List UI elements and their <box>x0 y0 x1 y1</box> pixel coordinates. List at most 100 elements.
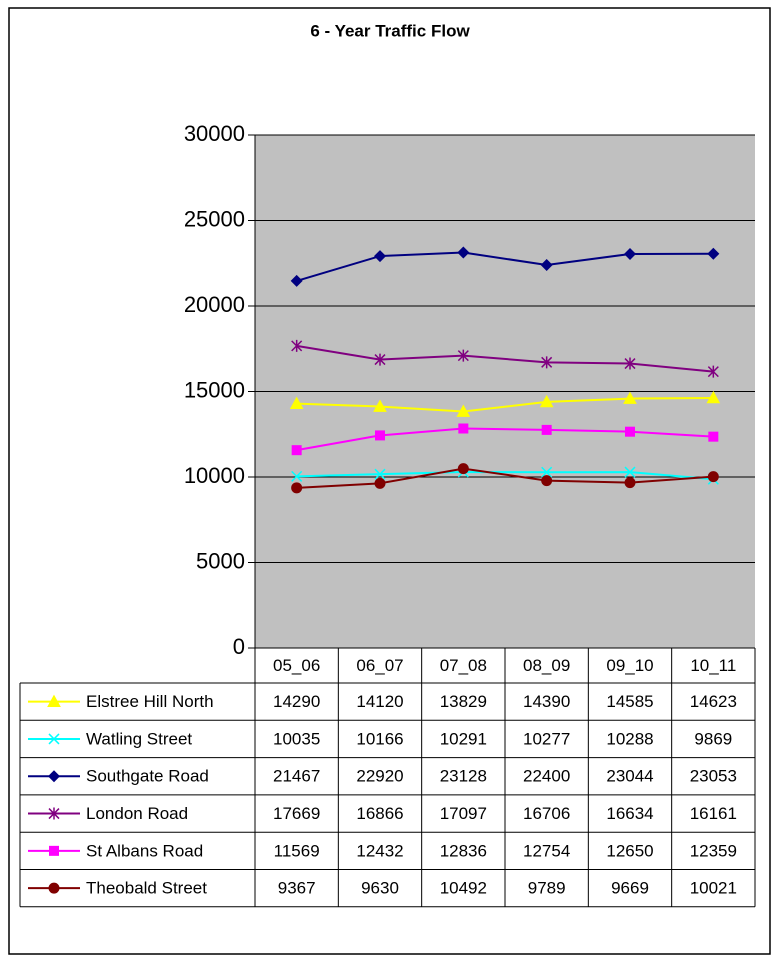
table-value: 14290 <box>273 692 320 711</box>
legend-label: Theobald Street <box>86 879 207 898</box>
series-line <box>296 396 714 413</box>
marker <box>374 250 386 263</box>
table-value: 10166 <box>356 729 403 748</box>
table-value: 16706 <box>523 804 570 823</box>
y-tick-label: 20000 <box>184 292 245 317</box>
marker <box>375 430 385 441</box>
table-value: 12836 <box>440 841 487 860</box>
legend-label: Elstree Hill North <box>86 692 214 711</box>
table-value: 12359 <box>690 841 737 860</box>
legend-label: London Road <box>86 804 188 823</box>
table-value: 12754 <box>523 841 570 860</box>
table-value: 21467 <box>273 767 320 786</box>
marker <box>48 770 60 783</box>
marker <box>48 733 60 745</box>
y-tick-label: 5000 <box>196 548 245 573</box>
y-tick-label: 30000 <box>184 121 245 146</box>
marker <box>624 357 636 370</box>
marker <box>706 390 721 404</box>
table-value: 9669 <box>611 879 649 898</box>
legend-label: Watling Street <box>86 729 192 748</box>
table-value: 9789 <box>528 879 566 898</box>
chart-title: 6 - Year Traffic Flow <box>310 21 470 40</box>
table-value: 23053 <box>690 767 737 786</box>
marker <box>374 468 386 480</box>
table-value: 14390 <box>523 692 570 711</box>
table-value: 10277 <box>523 729 570 748</box>
marker <box>707 471 719 483</box>
marker <box>291 482 303 494</box>
marker <box>291 445 302 456</box>
table-value: 23044 <box>606 767 653 786</box>
marker <box>456 404 471 417</box>
marker <box>291 339 303 352</box>
marker <box>49 845 59 856</box>
table-value: 16866 <box>356 804 403 823</box>
marker <box>457 349 469 362</box>
marker <box>374 477 386 489</box>
marker <box>541 466 553 478</box>
series-line <box>296 251 714 282</box>
x-tick-label: 09_10 <box>606 656 653 675</box>
marker <box>625 426 635 437</box>
marker <box>290 274 303 287</box>
x-tick-label: 08_09 <box>523 656 570 675</box>
marker <box>289 396 304 409</box>
marker <box>541 475 553 487</box>
y-tick-label: 10000 <box>184 463 245 488</box>
marker <box>708 431 719 442</box>
marker <box>374 353 386 366</box>
legend-label: Southgate Road <box>86 767 209 786</box>
table-value: 23128 <box>440 767 487 786</box>
marker <box>48 882 60 894</box>
y-tick-label: 15000 <box>184 377 245 402</box>
table-value: 13829 <box>440 692 487 711</box>
table-value: 22920 <box>356 767 403 786</box>
marker <box>541 356 553 369</box>
table-value: 22400 <box>523 767 570 786</box>
series-line <box>296 467 714 489</box>
table-value: 10035 <box>273 729 320 748</box>
table-value: 9869 <box>694 729 732 748</box>
marker <box>457 463 469 475</box>
series-line <box>296 471 714 481</box>
marker <box>624 466 636 478</box>
marker <box>540 258 553 271</box>
marker <box>48 807 60 820</box>
x-tick-label: 10_11 <box>690 656 736 675</box>
marker <box>291 470 303 482</box>
table-value: 10291 <box>440 729 487 748</box>
marker <box>624 247 636 260</box>
marker <box>623 391 637 404</box>
series-line <box>296 344 714 373</box>
table-value: 17669 <box>273 804 320 823</box>
x-tick-label: 05_06 <box>273 656 320 675</box>
marker <box>458 423 469 434</box>
x-tick-label: 06_07 <box>356 656 403 675</box>
table-value: 9367 <box>278 879 316 898</box>
marker <box>47 694 61 707</box>
marker <box>707 247 720 260</box>
table-value: 14120 <box>356 692 403 711</box>
table-value: 14623 <box>690 692 737 711</box>
table-value: 17097 <box>440 804 487 823</box>
table-value: 9630 <box>361 879 399 898</box>
table-value: 16634 <box>606 804 653 823</box>
table-value: 14585 <box>606 692 653 711</box>
x-tick-label: 07_08 <box>440 656 487 675</box>
table-value: 11569 <box>274 841 320 860</box>
marker <box>539 394 554 408</box>
table-value: 16161 <box>690 804 737 823</box>
series-line <box>296 427 714 452</box>
marker <box>624 477 636 489</box>
table-value: 10288 <box>606 729 653 748</box>
table-value: 12650 <box>606 841 653 860</box>
table-value: 12432 <box>356 841 403 860</box>
table-value: 10492 <box>440 879 487 898</box>
table-value: 10021 <box>690 879 737 898</box>
marker <box>707 365 719 378</box>
y-tick-label: 25000 <box>184 206 245 231</box>
marker <box>373 399 387 412</box>
marker <box>541 424 552 435</box>
